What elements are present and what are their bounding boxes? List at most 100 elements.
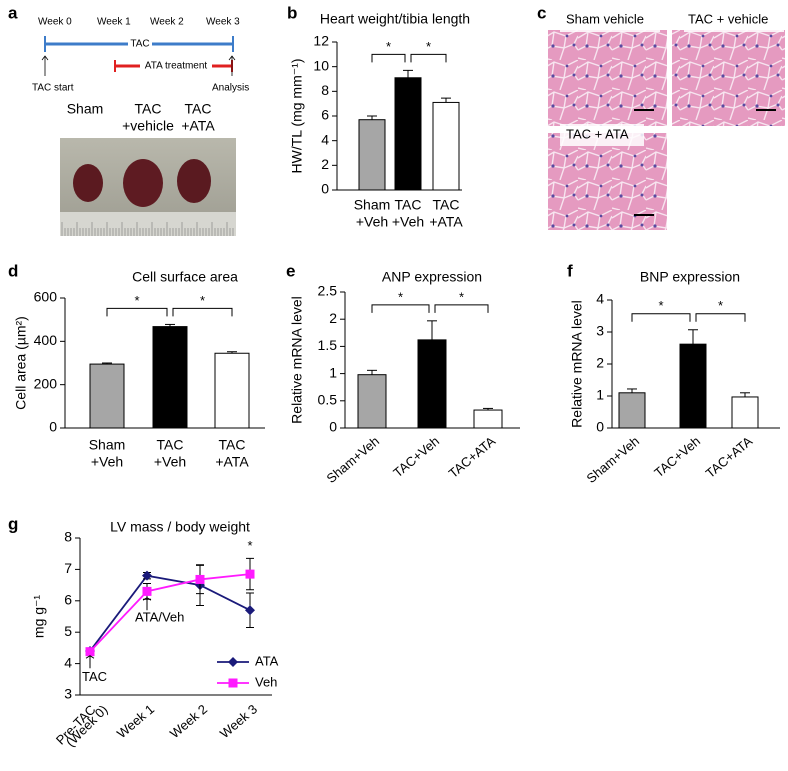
y-tick-label: 1 <box>329 364 337 380</box>
y-tick-label: 2.5 <box>318 283 338 299</box>
panel-letter: d <box>8 261 18 280</box>
x-tick-label: +Veh <box>154 454 186 470</box>
y-axis-label: mg g⁻¹ <box>31 595 47 639</box>
photo-label: Sham <box>67 101 104 117</box>
x-tick-label: TAC+Veh <box>390 433 442 480</box>
significance-label: * <box>459 289 464 304</box>
x-tick-label: Sham+Veh <box>583 433 642 486</box>
series-line <box>89 574 251 652</box>
significance-label: * <box>386 39 391 54</box>
bar <box>152 326 188 429</box>
y-tick-label: 4 <box>596 291 604 307</box>
image-label: TAC + ATA <box>566 126 629 141</box>
y-tick-label: 0 <box>321 181 329 197</box>
marker <box>142 586 152 596</box>
significance-label: * <box>718 298 723 313</box>
bar <box>357 374 387 429</box>
x-tick-label: TAC <box>157 437 184 453</box>
heart <box>123 159 163 207</box>
significance-bracket <box>106 307 168 317</box>
panel-letter: b <box>287 3 297 22</box>
x-tick-label: TAC+ATA <box>703 433 756 481</box>
week-label: Week 2 <box>150 17 184 28</box>
x-tick-label: Sham <box>354 197 391 213</box>
marker <box>85 647 95 657</box>
label-bg <box>560 124 644 146</box>
y-tick-label: 10 <box>313 57 329 73</box>
y-tick-label: 8 <box>64 529 72 545</box>
significance-label: * <box>200 293 205 308</box>
significance-bracket <box>172 307 233 317</box>
series-line <box>89 573 251 653</box>
chart-title: Heart weight/tibia length <box>320 11 470 27</box>
x-tick-label: TAC <box>433 197 460 213</box>
legend-label: ATA <box>255 653 279 668</box>
y-tick-label: 1 <box>596 387 604 403</box>
x-tick-label: TAC+ATA <box>446 433 499 481</box>
image-label: TAC + vehicle <box>688 11 768 26</box>
label-bg <box>128 38 152 50</box>
x-tick-label: +Veh <box>392 214 424 230</box>
y-tick-label: 4 <box>64 654 72 670</box>
y-tick-label: 200 <box>34 375 58 391</box>
label-bg <box>684 10 784 32</box>
annotation: TAC <box>82 669 107 684</box>
y-tick-label: 0 <box>49 419 57 435</box>
chart-title: ANP expression <box>382 269 482 285</box>
y-tick-label: 3 <box>64 686 72 702</box>
y-tick-label: 600 <box>34 289 58 305</box>
ruler-ticks <box>61 222 234 236</box>
histology-image <box>548 133 667 230</box>
y-tick-label: 6 <box>321 107 329 123</box>
y-tick-label: 2 <box>321 156 329 172</box>
bar <box>731 396 759 429</box>
arrow <box>41 55 49 76</box>
annotation: ATA/Veh <box>135 610 184 625</box>
x-tick-label: Sham <box>89 437 126 453</box>
bar <box>432 101 460 191</box>
y-tick-label: 400 <box>34 332 58 348</box>
significance-label: * <box>426 39 431 54</box>
x-tick-label: +ATA <box>215 454 249 470</box>
y-tick-label: 0 <box>596 419 604 435</box>
panel-letter: a <box>8 3 18 22</box>
significance-bracket <box>434 304 489 313</box>
image-label: Sham vehicle <box>566 11 644 26</box>
y-axis-label: Relative mRNA level <box>289 296 305 424</box>
bar <box>679 343 707 429</box>
x-tick-label: TAC+Veh <box>651 433 703 480</box>
y-tick-label: 0 <box>329 419 337 435</box>
start-label: TAC start <box>32 83 74 94</box>
annotation-arrow <box>142 597 152 611</box>
panel-letter: f <box>567 261 573 280</box>
chart-title: Cell surface area <box>132 269 238 285</box>
panel-letter: g <box>8 514 18 533</box>
significance-label: * <box>658 298 663 313</box>
week-label: Week 3 <box>206 17 240 28</box>
significance-label: * <box>398 289 403 304</box>
panel-letter: c <box>537 3 546 22</box>
week-label: Week 1 <box>97 17 131 28</box>
annotation-arrow <box>85 655 95 669</box>
y-axis-label: HW/TL (mg mm⁻¹) <box>289 59 305 174</box>
bar <box>214 352 250 429</box>
y-tick-label: 1.5 <box>318 337 338 353</box>
legend-marker <box>228 657 238 667</box>
y-tick-label: 0.5 <box>318 392 338 408</box>
tac-label: TAC <box>130 39 149 50</box>
annotation: * <box>247 538 252 553</box>
marker <box>245 569 255 579</box>
y-tick-label: 2 <box>329 310 337 326</box>
y-tick-label: 7 <box>64 560 72 576</box>
chart-title: LV mass / body weight <box>110 519 250 535</box>
significance-bracket <box>695 313 746 322</box>
arrow <box>228 55 236 76</box>
photo-label: TAC <box>185 101 212 117</box>
significance-bracket <box>371 53 406 63</box>
heart <box>73 164 103 202</box>
x-tick-label: Sham+Veh <box>323 433 382 486</box>
histology-image <box>548 30 667 126</box>
legend-label: Veh <box>255 674 277 689</box>
